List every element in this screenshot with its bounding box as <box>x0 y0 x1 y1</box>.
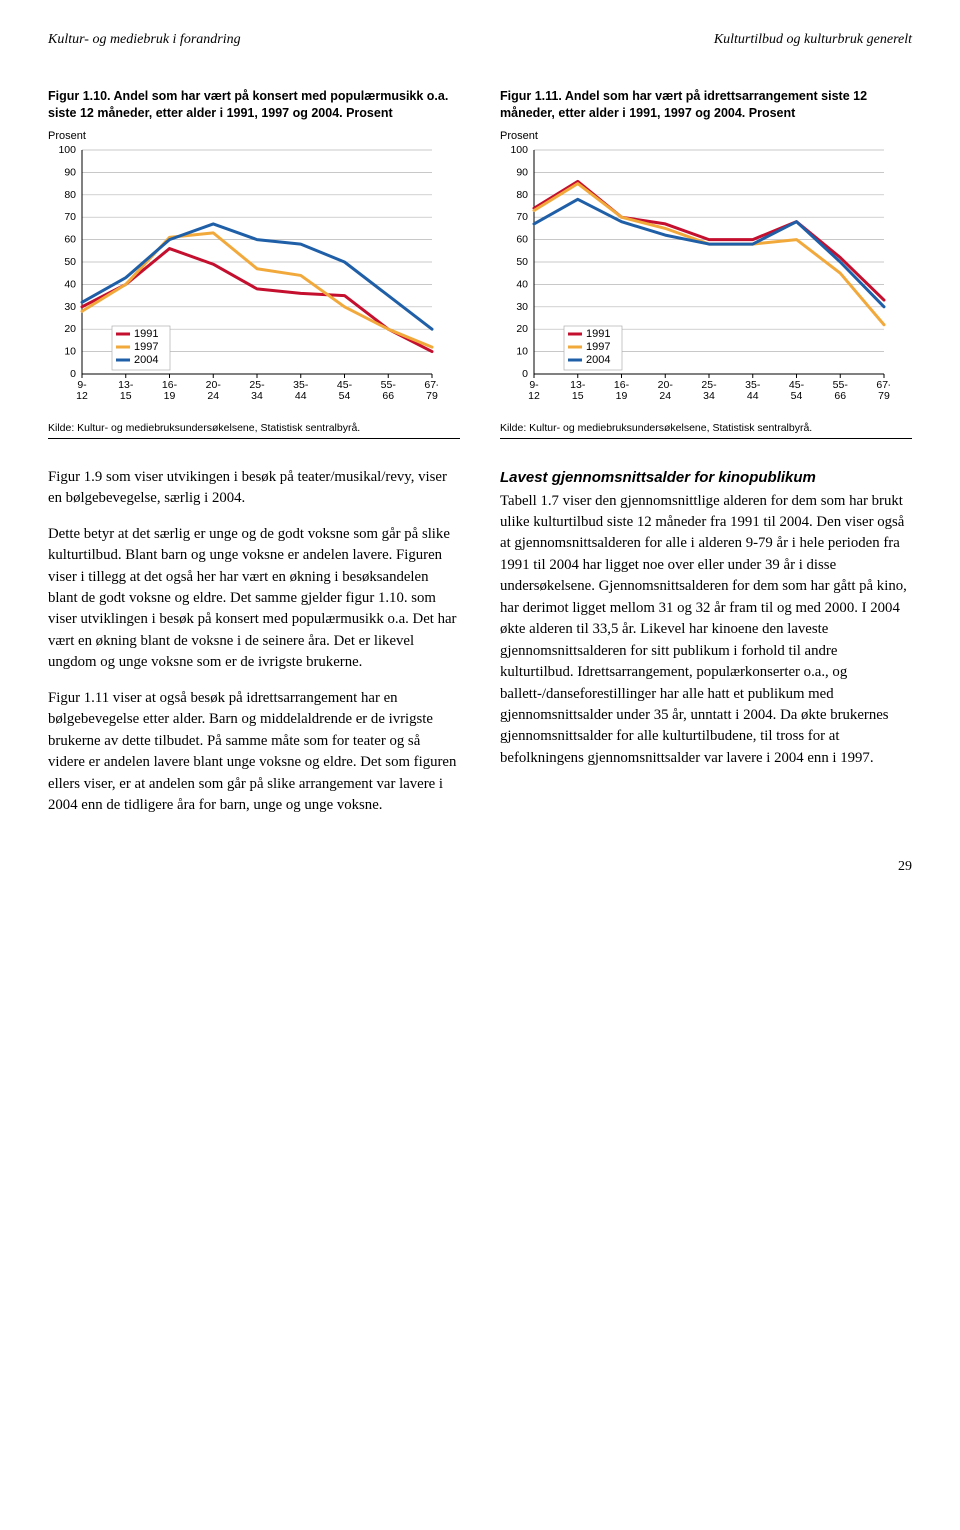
svg-text:12: 12 <box>76 390 88 402</box>
svg-text:0: 0 <box>522 368 528 380</box>
svg-text:40: 40 <box>516 278 528 290</box>
svg-text:54: 54 <box>339 390 351 402</box>
figure-caption: Figur 1.11. Andel som har vært på idrett… <box>500 88 912 122</box>
svg-text:10: 10 <box>516 345 528 357</box>
body-col-right: Lavest gjennomsnittsalder for kinopublik… <box>500 467 912 831</box>
svg-text:1991: 1991 <box>586 328 610 340</box>
svg-text:1997: 1997 <box>586 341 610 353</box>
page-number: 29 <box>48 859 912 875</box>
svg-text:30: 30 <box>516 301 528 313</box>
y-axis-title: Prosent <box>500 130 912 142</box>
svg-text:0: 0 <box>70 368 76 380</box>
figure-caption: Figur 1.10. Andel som har vært på konser… <box>48 88 460 122</box>
svg-text:44: 44 <box>747 390 759 402</box>
body-paragraph: Figur 1.11 viser at også besøk på idrett… <box>48 688 460 817</box>
svg-text:80: 80 <box>64 189 76 201</box>
svg-text:15: 15 <box>120 390 132 402</box>
svg-text:34: 34 <box>251 390 263 402</box>
figure-source: Kilde: Kultur- og mediebruksundersøkelse… <box>500 422 912 434</box>
svg-text:10: 10 <box>64 345 76 357</box>
svg-text:66: 66 <box>834 390 846 402</box>
svg-text:90: 90 <box>64 166 76 178</box>
figure-rule <box>500 438 912 439</box>
body-columns: Figur 1.9 som viser utvikingen i besøk p… <box>48 467 912 831</box>
svg-text:20: 20 <box>64 323 76 335</box>
chart-svg-left: 01020304050607080901009-1213-1516-1920-2… <box>48 144 438 414</box>
svg-text:1997: 1997 <box>134 341 158 353</box>
svg-text:12: 12 <box>528 390 540 402</box>
svg-text:50: 50 <box>64 256 76 268</box>
svg-text:70: 70 <box>64 211 76 223</box>
chart-svg-right: 01020304050607080901009-1213-1516-1920-2… <box>500 144 890 414</box>
svg-text:20: 20 <box>516 323 528 335</box>
section-heading: Lavest gjennomsnittsalder for kinopublik… <box>500 467 912 489</box>
svg-text:79: 79 <box>426 390 438 402</box>
svg-text:19: 19 <box>164 390 176 402</box>
svg-text:44: 44 <box>295 390 307 402</box>
svg-text:60: 60 <box>516 233 528 245</box>
body-paragraph: Tabell 1.7 viser den gjennomsnittlige al… <box>500 491 912 770</box>
svg-text:30: 30 <box>64 301 76 313</box>
svg-text:100: 100 <box>58 144 76 156</box>
svg-text:50: 50 <box>516 256 528 268</box>
svg-text:2004: 2004 <box>134 354 158 366</box>
body-paragraph: Figur 1.9 som viser utvikingen i besøk p… <box>48 467 460 510</box>
svg-text:60: 60 <box>64 233 76 245</box>
svg-text:34: 34 <box>703 390 715 402</box>
svg-text:70: 70 <box>516 211 528 223</box>
figure-source: Kilde: Kultur- og mediebruksundersøkelse… <box>48 422 460 434</box>
svg-text:2004: 2004 <box>586 354 610 366</box>
figure-1-11: Figur 1.11. Andel som har vært på idrett… <box>500 88 912 439</box>
header-right: Kulturtilbud og kulturbruk generelt <box>714 32 912 48</box>
svg-text:66: 66 <box>382 390 394 402</box>
svg-text:79: 79 <box>878 390 890 402</box>
svg-text:100: 100 <box>510 144 528 156</box>
figure-rule <box>48 438 460 439</box>
svg-text:24: 24 <box>207 390 219 402</box>
header-left: Kultur- og mediebruk i forandring <box>48 32 241 48</box>
svg-text:54: 54 <box>791 390 803 402</box>
svg-text:90: 90 <box>516 166 528 178</box>
svg-text:19: 19 <box>616 390 628 402</box>
body-paragraph: Dette betyr at det særlig er unge og de … <box>48 524 460 674</box>
running-header: Kultur- og mediebruk i forandring Kultur… <box>48 32 912 48</box>
body-col-left: Figur 1.9 som viser utvikingen i besøk p… <box>48 467 460 831</box>
svg-text:1991: 1991 <box>134 328 158 340</box>
svg-text:24: 24 <box>659 390 671 402</box>
y-axis-title: Prosent <box>48 130 460 142</box>
svg-text:15: 15 <box>572 390 584 402</box>
figures-row: Figur 1.10. Andel som har vært på konser… <box>48 88 912 439</box>
svg-text:80: 80 <box>516 189 528 201</box>
svg-text:40: 40 <box>64 278 76 290</box>
figure-1-10: Figur 1.10. Andel som har vært på konser… <box>48 88 460 439</box>
